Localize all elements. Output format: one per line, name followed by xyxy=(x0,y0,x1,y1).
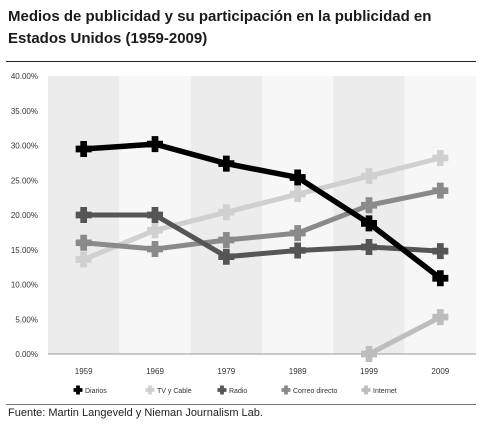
series-line xyxy=(83,212,441,260)
x-tick-label: 1999 xyxy=(360,367,378,376)
series-line xyxy=(82,155,441,262)
data-point-marker xyxy=(432,309,449,326)
data-point-marker xyxy=(289,242,306,259)
source-divider xyxy=(6,404,476,405)
x-tick-label: 1979 xyxy=(217,367,235,376)
y-tick-label: 5.00% xyxy=(15,315,38,324)
data-point-marker xyxy=(218,155,235,172)
y-tick-label: 40.00% xyxy=(11,72,38,81)
data-point-marker xyxy=(218,204,235,221)
series-markers xyxy=(75,136,449,362)
data-point-marker xyxy=(432,243,449,260)
data-point-marker xyxy=(147,207,163,223)
series-lines xyxy=(82,141,443,357)
data-point-marker xyxy=(432,150,449,167)
x-axis: 1959 1969 1979 1989 1999 2009 xyxy=(48,353,476,376)
x-tick-label: 1959 xyxy=(75,367,93,376)
legend-label: Radio xyxy=(229,388,247,395)
data-point-marker xyxy=(147,241,163,258)
x-tick-label: 1969 xyxy=(146,367,164,376)
data-point-marker xyxy=(289,186,306,203)
y-tick-label: 25.00% xyxy=(11,176,38,185)
legend-marker xyxy=(145,385,155,395)
data-point-marker xyxy=(432,270,449,287)
data-point-marker xyxy=(75,251,92,268)
data-point-marker xyxy=(289,169,306,186)
data-point-marker xyxy=(218,248,235,265)
data-point-marker xyxy=(147,136,163,153)
y-tick-label: 10.00% xyxy=(11,281,38,290)
column-band xyxy=(404,76,476,354)
legend: Diarios TV y Cable Radio Correo directo Inte… xyxy=(73,385,397,395)
legend-label: TV y Cable xyxy=(157,388,192,395)
data-point-marker xyxy=(147,222,163,239)
data-point-marker xyxy=(361,168,377,185)
series-line xyxy=(83,141,443,281)
data-point-marker xyxy=(432,182,449,199)
x-tick-label: 1989 xyxy=(289,367,307,376)
y-axis: 0.00% 5.00% 10.00% 15.00% 20.00% 25.00% 30.00%… xyxy=(11,72,38,359)
data-point-marker xyxy=(361,215,377,232)
data-point-marker xyxy=(289,225,306,242)
legend-marker xyxy=(217,385,227,395)
data-point-marker xyxy=(361,238,377,255)
data-point-marker xyxy=(218,232,235,249)
series-line xyxy=(83,188,441,252)
column-band xyxy=(262,76,334,354)
y-tick-label: 30.00% xyxy=(11,142,38,151)
source-note: Fuente: Martin Langeveld y Nieman Journa… xyxy=(8,407,263,419)
data-point-marker xyxy=(75,234,92,251)
y-tick-label: 0.00% xyxy=(15,350,38,359)
y-tick-label: 35.00% xyxy=(11,107,38,116)
legend-marker xyxy=(281,385,291,395)
legend-label: Internet xyxy=(373,388,397,395)
legend-marker xyxy=(361,385,371,395)
y-tick-label: 20.00% xyxy=(11,211,38,220)
data-point-marker xyxy=(361,197,377,214)
line-chart: 0.00% 5.00% 10.00% 15.00% 20.00% 25.00% 30.00%… xyxy=(11,72,476,395)
series-line xyxy=(367,314,442,357)
data-point-marker xyxy=(361,346,377,362)
chart-title: Medios de publicidad y su participación … xyxy=(8,8,432,47)
legend-marker xyxy=(73,385,83,395)
legend-label: Correo directo xyxy=(293,388,337,395)
title-divider xyxy=(6,61,476,62)
data-point-marker xyxy=(75,140,92,157)
x-tick-label: 2009 xyxy=(431,367,449,376)
data-point-marker xyxy=(75,207,92,223)
y-tick-label: 15.00% xyxy=(11,246,38,255)
legend-label: Diarios xyxy=(85,388,107,395)
